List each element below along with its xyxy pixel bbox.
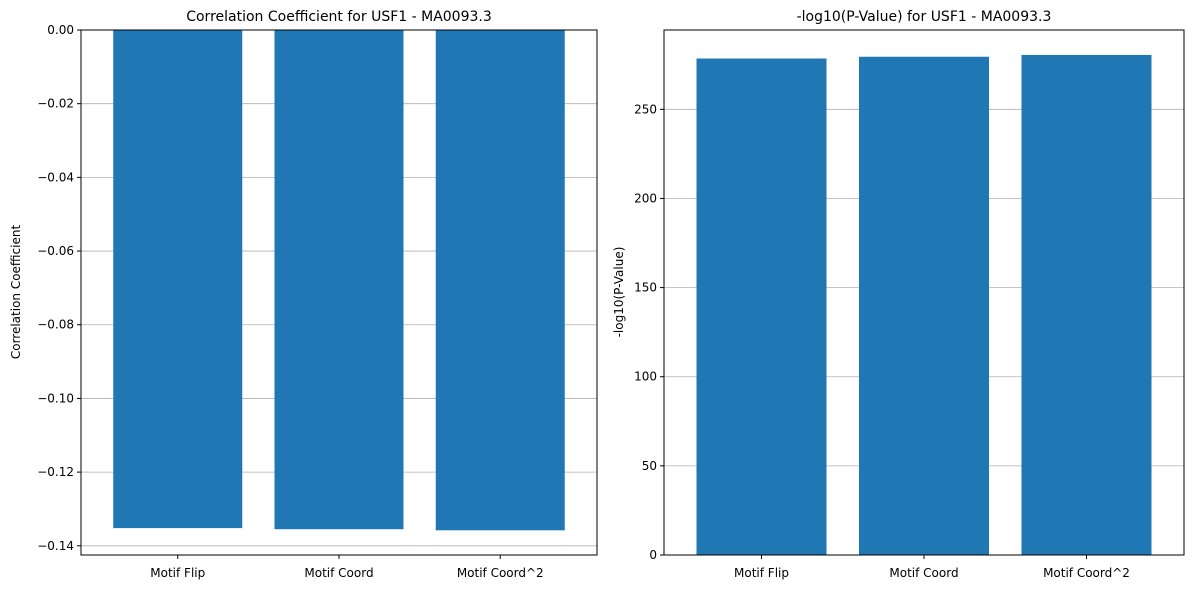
pvalue-ticks: 0 50 100 150 200 250 Motif Flip Motif Coord Moti… [634, 102, 1130, 580]
pvalue-bars [696, 54, 1152, 556]
correlation-y-tick-label: 0.00 [47, 23, 74, 37]
pvalue-panel: -log10(P-Value) for USF1 - MA0093.3 -log… [612, 9, 1185, 580]
pvalue-y-tick-label: 50 [642, 459, 657, 473]
correlation-y-tick-label: −0.02 [37, 97, 74, 111]
pvalue-plot-frame [663, 29, 1185, 556]
pvalue-y-tick-label: 100 [634, 370, 657, 384]
pvalue-bar [859, 56, 989, 556]
pvalue-bar [1021, 54, 1152, 556]
correlation-x-tick-label: Motif Coord^2 [457, 566, 544, 580]
correlation-bars [113, 30, 565, 531]
pvalue-x-tick-label: Motif Coord [889, 566, 958, 580]
pvalue-y-tick-label: 150 [634, 281, 657, 295]
pvalue-x-tick-label: Motif Coord^2 [1043, 566, 1130, 580]
pvalue-y-tick-label: 250 [634, 102, 657, 116]
correlation-y-tick-label: −0.06 [37, 244, 74, 258]
pvalue-chart-title: -log10(P-Value) for USF1 - MA0093.3 [797, 9, 1052, 25]
pvalue-y-axis-label: -log10(P-Value) [612, 247, 626, 338]
correlation-ticks: 0.00 −0.02 −0.04 −0.06 −0.08 −0.10 −0.12 −0.14 M… [37, 23, 543, 580]
pvalue-y-tick-label: 200 [634, 191, 657, 205]
correlation-y-tick-label: −0.14 [37, 539, 74, 553]
correlation-y-tick-label: −0.12 [37, 465, 74, 479]
correlation-y-tick-label: −0.10 [37, 391, 74, 405]
correlation-bar [435, 30, 565, 531]
pvalue-y-tick-label: 0 [649, 548, 657, 562]
correlation-bar [113, 30, 243, 529]
correlation-y-tick-label: −0.08 [37, 318, 74, 332]
correlation-chart-title: Correlation Coefficient for USF1 - MA009… [186, 9, 492, 25]
correlation-y-axis-label: Correlation Coefficient [9, 225, 23, 360]
correlation-x-tick-label: Motif Flip [150, 566, 205, 580]
pvalue-x-tick-label: Motif Flip [734, 566, 789, 580]
pvalue-bar [696, 58, 827, 555]
correlation-plot-frame [80, 29, 598, 556]
correlation-x-tick-label: Motif Coord [304, 566, 373, 580]
correlation-bar [274, 30, 404, 530]
correlation-y-tick-label: −0.04 [37, 170, 74, 184]
correlation-panel: Correlation Coefficient for USF1 - MA009… [9, 9, 598, 580]
